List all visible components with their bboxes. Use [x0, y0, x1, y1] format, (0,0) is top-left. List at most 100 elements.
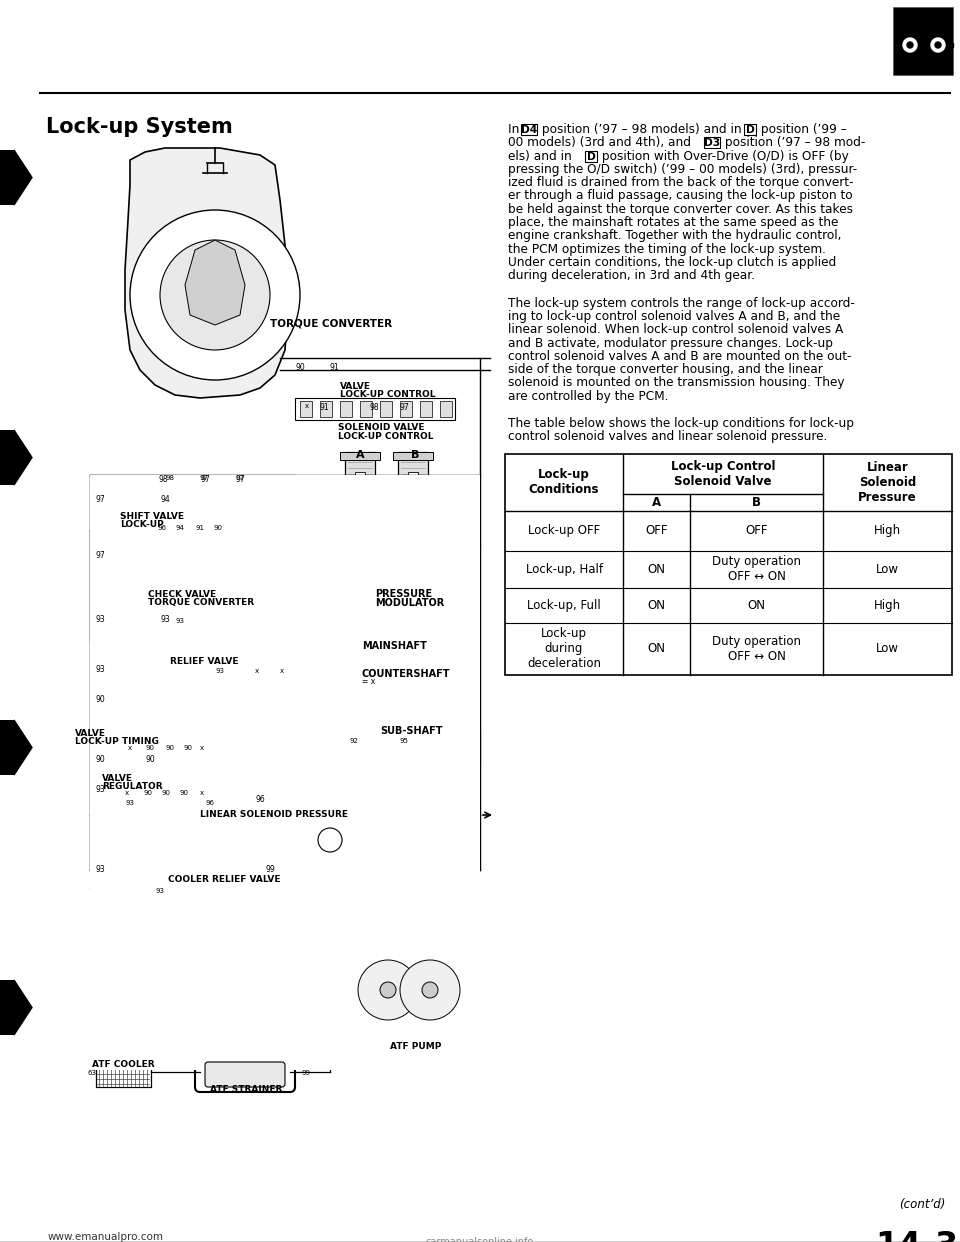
- Bar: [946, 34, 949, 37]
- Text: TORQUE CONVERTER: TORQUE CONVERTER: [148, 597, 254, 607]
- Text: 90: 90: [162, 790, 171, 796]
- Text: place, the mainshaft rotates at the same speed as the: place, the mainshaft rotates at the same…: [508, 216, 838, 229]
- Text: 97: 97: [235, 474, 244, 481]
- Bar: [917, 52, 922, 56]
- Text: 90: 90: [145, 745, 154, 751]
- Text: els) and in: els) and in: [508, 149, 576, 163]
- Text: 90: 90: [183, 745, 192, 751]
- Bar: [936, 30, 940, 34]
- Bar: [261, 787, 271, 800]
- Circle shape: [160, 240, 270, 350]
- Text: 90: 90: [95, 755, 105, 765]
- Text: 97: 97: [95, 550, 105, 559]
- Bar: [393, 452, 433, 460]
- Text: 93: 93: [155, 888, 164, 894]
- Circle shape: [422, 982, 438, 999]
- Text: LINEAR SOLENOID PRESSURE: LINEAR SOLENOID PRESSURE: [200, 810, 348, 818]
- Bar: [229, 883, 237, 895]
- Bar: [223, 663, 233, 674]
- Text: 93: 93: [215, 668, 224, 674]
- Text: Lock-up, Half: Lock-up, Half: [525, 563, 603, 575]
- Text: position (’97 – 98 mod-: position (’97 – 98 mod-: [721, 137, 865, 149]
- Text: 97: 97: [200, 474, 209, 481]
- Bar: [201, 883, 209, 895]
- Text: 96: 96: [255, 795, 265, 805]
- Bar: [245, 743, 255, 755]
- Text: Low: Low: [876, 642, 899, 655]
- Circle shape: [935, 42, 941, 48]
- Text: 93: 93: [95, 866, 105, 874]
- Bar: [229, 743, 239, 755]
- Text: 97: 97: [95, 496, 105, 504]
- Bar: [130, 740, 250, 758]
- Bar: [269, 523, 281, 537]
- Text: SHIFT VALVE: SHIFT VALVE: [120, 512, 184, 520]
- Text: LOCK-UP CONTROL: LOCK-UP CONTROL: [338, 432, 434, 441]
- Text: Linear
Solenoid
Pressure: Linear Solenoid Pressure: [858, 461, 917, 503]
- Text: solenoid is mounted on the transmission housing. They: solenoid is mounted on the transmission …: [508, 376, 845, 390]
- Text: engine crankshaft. Together with the hydraulic control,: engine crankshaft. Together with the hyd…: [508, 230, 841, 242]
- Text: 90: 90: [214, 525, 223, 532]
- Text: OFF: OFF: [645, 524, 668, 537]
- Text: Lock-up OFF: Lock-up OFF: [528, 524, 600, 537]
- Bar: [287, 663, 297, 674]
- Bar: [179, 523, 191, 537]
- Text: ATF COOLER: ATF COOLER: [92, 1059, 155, 1069]
- Text: ized fluid is drained from the back of the torque convert-: ized fluid is drained from the back of t…: [508, 176, 853, 189]
- Text: PRESSURE: PRESSURE: [375, 589, 432, 599]
- Text: x: x: [255, 668, 259, 674]
- Text: Duty operation
OFF ↔ ON: Duty operation OFF ↔ ON: [712, 555, 801, 582]
- Text: 95: 95: [400, 738, 409, 744]
- Text: control solenoid valves and linear solenoid pressure.: control solenoid valves and linear solen…: [508, 430, 828, 443]
- Bar: [393, 499, 433, 507]
- Bar: [923, 43, 927, 47]
- Bar: [233, 523, 245, 537]
- Text: x: x: [200, 745, 204, 751]
- Bar: [257, 614, 267, 625]
- Text: 91: 91: [320, 402, 329, 412]
- Bar: [521, 124, 537, 135]
- Bar: [173, 883, 181, 895]
- Bar: [505, 453, 952, 674]
- Bar: [362, 647, 448, 655]
- Bar: [181, 743, 191, 755]
- Bar: [245, 787, 255, 800]
- Circle shape: [358, 960, 418, 1020]
- Bar: [130, 785, 265, 804]
- Bar: [165, 787, 175, 800]
- Text: 96: 96: [158, 525, 167, 532]
- Text: ATF STRAINER: ATF STRAINER: [210, 1086, 282, 1094]
- Bar: [0, 430, 14, 484]
- Bar: [360, 673, 450, 686]
- Polygon shape: [14, 430, 32, 484]
- Text: ON: ON: [748, 599, 765, 611]
- Text: 92: 92: [350, 738, 359, 744]
- Bar: [926, 52, 931, 56]
- Text: www.emanualpro.com: www.emanualpro.com: [48, 1232, 164, 1242]
- Text: 91: 91: [196, 525, 205, 532]
- Text: VALVE: VALVE: [75, 729, 106, 738]
- Text: Lock-up
Conditions: Lock-up Conditions: [529, 468, 599, 496]
- Text: LOCK-UP CONTROL: LOCK-UP CONTROL: [340, 390, 436, 399]
- Text: TORQUE CONVERTER: TORQUE CONVERTER: [270, 318, 392, 328]
- Text: Lock-up System: Lock-up System: [46, 117, 232, 137]
- Circle shape: [903, 39, 917, 52]
- Text: carmanualsonline.info: carmanualsonline.info: [426, 1237, 534, 1242]
- Text: 93: 93: [175, 619, 184, 623]
- Text: 00 models) (3rd and 4th), and: 00 models) (3rd and 4th), and: [508, 137, 695, 149]
- Text: 99: 99: [265, 866, 275, 874]
- Bar: [90, 474, 480, 1071]
- Text: Lock-up
during
deceleration: Lock-up during deceleration: [527, 627, 601, 671]
- Text: B: B: [411, 450, 420, 460]
- Text: x: x: [305, 402, 309, 409]
- Bar: [908, 56, 912, 60]
- Bar: [355, 472, 365, 492]
- Text: 90: 90: [295, 363, 304, 373]
- Bar: [420, 401, 432, 417]
- Bar: [340, 401, 352, 417]
- Text: 93: 93: [95, 785, 105, 795]
- Text: er through a fluid passage, causing the lock-up piston to: er through a fluid passage, causing the …: [508, 190, 852, 202]
- Text: Lock-up, Full: Lock-up, Full: [527, 599, 601, 611]
- Text: CHECK VALVE: CHECK VALVE: [148, 590, 216, 599]
- Text: 97: 97: [200, 476, 210, 484]
